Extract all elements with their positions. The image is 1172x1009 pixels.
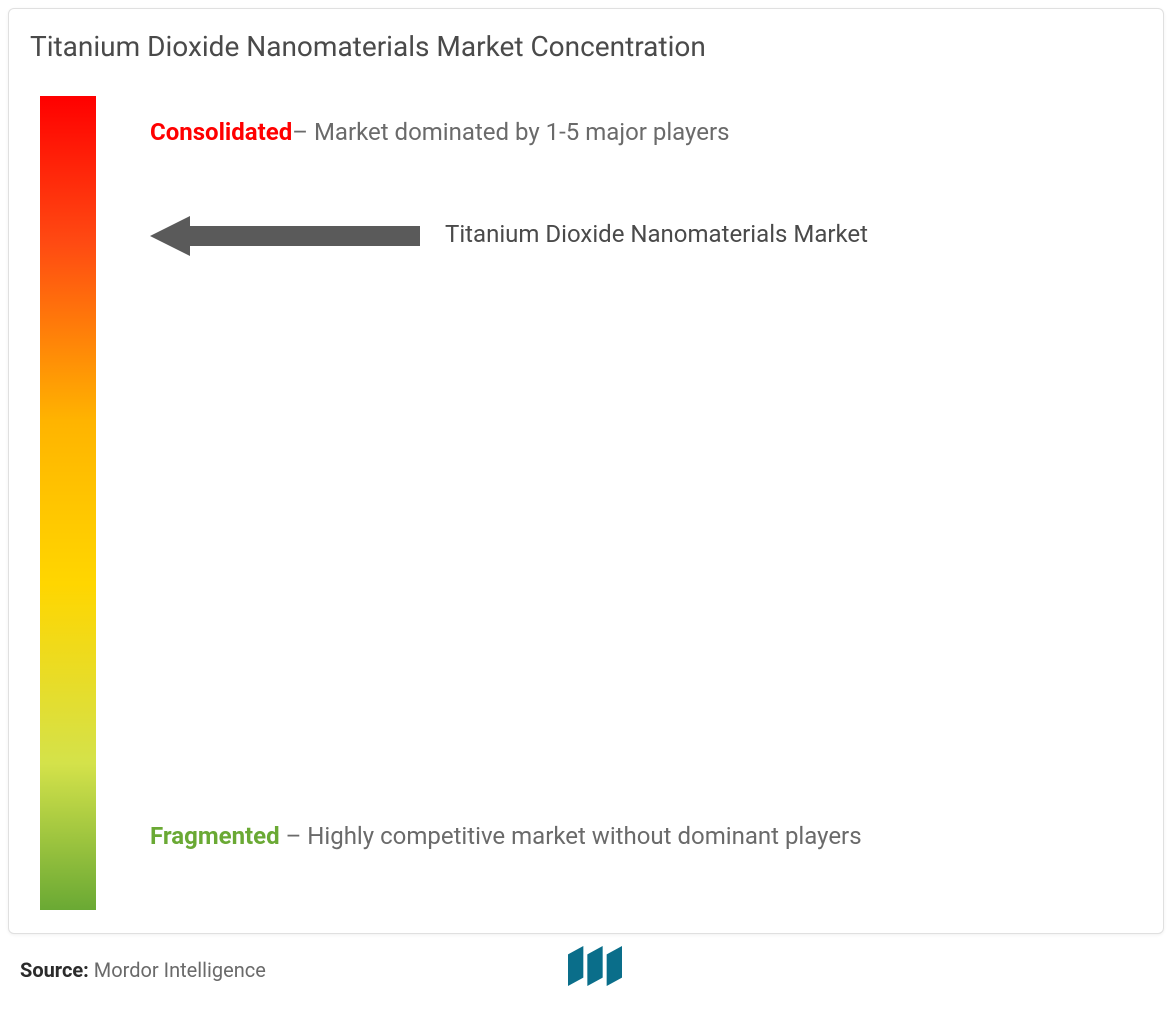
consolidated-bold: Consolidated [150,118,292,146]
consolidated-label: Consolidated– Market dominated by 1-5 ma… [150,106,730,158]
concentration-gradient-bar [40,96,96,914]
source-label: Source: [20,958,89,982]
market-pointer-arrow [150,216,420,256]
chart-title: Titanium Dioxide Nanomaterials Market Co… [30,30,706,63]
infographic-container: Titanium Dioxide Nanomaterials Market Co… [0,0,1172,1009]
market-pointer-label: Titanium Dioxide Nanomaterials Market [445,220,868,248]
consolidated-rest: – Market dominated by 1-5 major players [292,118,729,146]
gradient-svg [40,96,96,910]
fragmented-bold: Fragmented [150,822,280,850]
fragmented-label: Fragmented – Highly competitive market w… [150,810,862,862]
fragmented-rest: – Highly competitive market without domi… [280,822,862,850]
source-line: Source: Mordor Intelligence [20,958,266,982]
source-value: Mordor Intelligence [89,958,266,982]
logo-svg [568,946,622,986]
mordor-logo-icon [568,946,622,990]
arrow-svg [150,216,420,256]
